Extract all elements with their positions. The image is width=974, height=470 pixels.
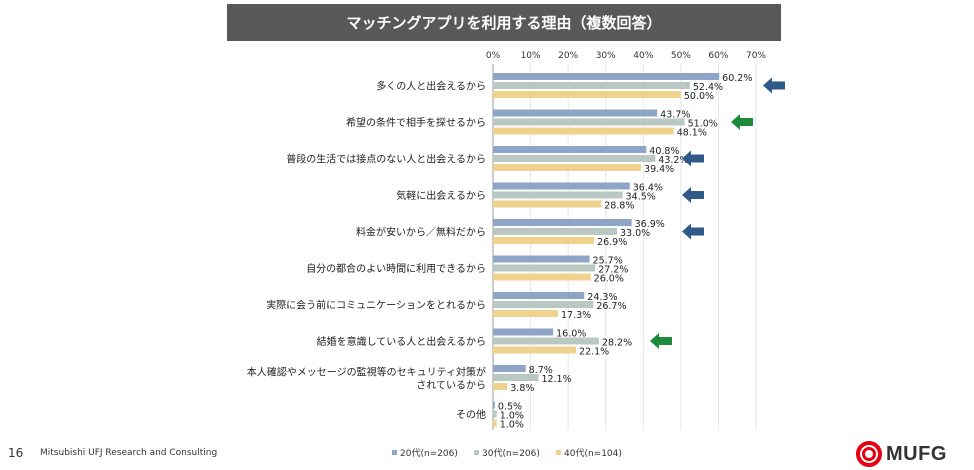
bar-30s — [493, 228, 617, 235]
data-label: 0.5% — [498, 402, 522, 413]
legend-swatch — [556, 450, 561, 455]
data-label: 36.4% — [633, 183, 663, 194]
bar-40s — [493, 383, 508, 390]
data-label: 39.4% — [644, 164, 674, 175]
data-label: 3.8% — [510, 383, 534, 394]
legend-label: 30代(n=206) — [482, 448, 540, 459]
data-label: 16.0% — [556, 329, 586, 340]
bar-20s — [493, 401, 495, 409]
bar-20s — [493, 182, 630, 190]
data-label: 17.3% — [561, 310, 591, 321]
bar-30s — [493, 264, 596, 272]
bar-40s — [493, 91, 681, 98]
category-label: 実際に会う前にコミュニケーションをとれるから — [266, 299, 486, 312]
x-tick-label: 30% — [596, 51, 616, 61]
category-label: されているから — [416, 380, 486, 392]
bar-20s — [493, 73, 720, 80]
organization-name: Mitsubishi UFJ Research and Consulting — [40, 448, 218, 458]
data-label: 43.2% — [658, 155, 688, 166]
data-label: 1.0% — [500, 411, 524, 422]
bar-20s — [493, 292, 585, 299]
data-label: 26.9% — [597, 237, 627, 248]
category-label: 料金が安いから／無料だから — [356, 226, 486, 239]
data-label: 52.4% — [693, 82, 723, 93]
x-tick-label: 70% — [746, 51, 766, 61]
bar-30s — [493, 118, 685, 126]
data-label: 28.8% — [604, 201, 634, 212]
bar-40s — [493, 310, 558, 317]
bar-30s — [493, 82, 690, 89]
bar-40s — [493, 127, 674, 135]
x-tick-label: 60% — [708, 51, 728, 61]
green-arrow-icon — [731, 114, 753, 130]
category-label: その他 — [456, 408, 486, 421]
bar-20s — [493, 146, 647, 153]
x-tick-label: 10% — [521, 51, 541, 61]
bar-40s — [493, 346, 577, 354]
x-tick-label: 50% — [671, 51, 691, 61]
blue-arrow-icon — [682, 187, 704, 203]
data-label: 26.0% — [594, 274, 624, 285]
bar-40s — [493, 164, 642, 171]
data-label: 40.8% — [649, 146, 679, 157]
bar-40s — [493, 237, 595, 244]
x-tick-label: 20% — [558, 51, 578, 61]
bar-30s — [493, 374, 539, 381]
chart-title: マッチングアプリを利用する理由（複数回答） — [227, 4, 781, 41]
data-label: 27.2% — [598, 265, 628, 276]
logo-text: MUFG — [886, 442, 947, 465]
bar-20s — [493, 109, 658, 117]
bar-30s — [493, 410, 497, 418]
category-label: 希望の条件で相手を探せるから — [346, 116, 486, 129]
data-label: 33.0% — [620, 228, 650, 239]
data-label: 48.1% — [677, 128, 707, 139]
blue-arrow-icon — [682, 150, 704, 167]
x-tick-label: 0% — [486, 51, 501, 61]
legend-label: 40代(n=104) — [564, 448, 622, 459]
category-label: 普段の生活では接点のない人と出会えるから — [286, 153, 486, 166]
category-label: 結婚を意識している人と出会えるから — [317, 335, 486, 348]
green-arrow-icon — [650, 333, 672, 349]
data-label: 60.2% — [722, 73, 752, 84]
data-label: 25.7% — [593, 256, 623, 267]
data-label: 12.1% — [541, 374, 571, 385]
data-label: 26.7% — [596, 301, 626, 312]
bar-20s — [493, 365, 526, 372]
bar-40s — [493, 419, 497, 427]
bar-30s — [493, 191, 623, 199]
data-label: 24.3% — [587, 292, 617, 303]
category-label: 自分の都合のよい時間に利用できるから — [306, 262, 486, 275]
legend-swatch — [392, 450, 397, 455]
data-label: 1.0% — [500, 420, 524, 431]
data-label: 43.7% — [660, 110, 690, 121]
page-number: 16 — [8, 446, 24, 460]
category-label: 気軽に出会えるから — [396, 189, 486, 202]
mufg-logo-icon — [856, 441, 882, 467]
category-label: 本人確認やメッセージの監視等のセキュリティ対策が — [247, 366, 486, 379]
legend-label: 20代(n=206) — [400, 448, 458, 459]
bar-30s — [493, 337, 599, 345]
bar-30s — [493, 155, 656, 162]
bar-40s — [493, 273, 591, 281]
data-label: 34.5% — [626, 192, 656, 203]
mufg-logo: MUFG — [856, 441, 947, 467]
bar-40s — [493, 200, 602, 208]
bar-20s — [493, 219, 632, 226]
data-label: 8.7% — [529, 365, 553, 376]
blue-arrow-icon — [763, 77, 785, 94]
x-tick-label: 40% — [633, 51, 653, 61]
data-label: 51.0% — [688, 119, 718, 130]
data-label: 50.0% — [684, 91, 714, 102]
category-label: 多くの人と出会えるから — [376, 80, 486, 93]
bar-20s — [493, 328, 554, 336]
bar-20s — [493, 255, 590, 263]
blue-arrow-icon — [682, 223, 704, 240]
legend-swatch — [474, 450, 479, 455]
data-label: 22.1% — [579, 347, 609, 358]
data-label: 28.2% — [602, 338, 632, 349]
data-label: 36.9% — [635, 219, 665, 230]
bar-30s — [493, 301, 594, 308]
